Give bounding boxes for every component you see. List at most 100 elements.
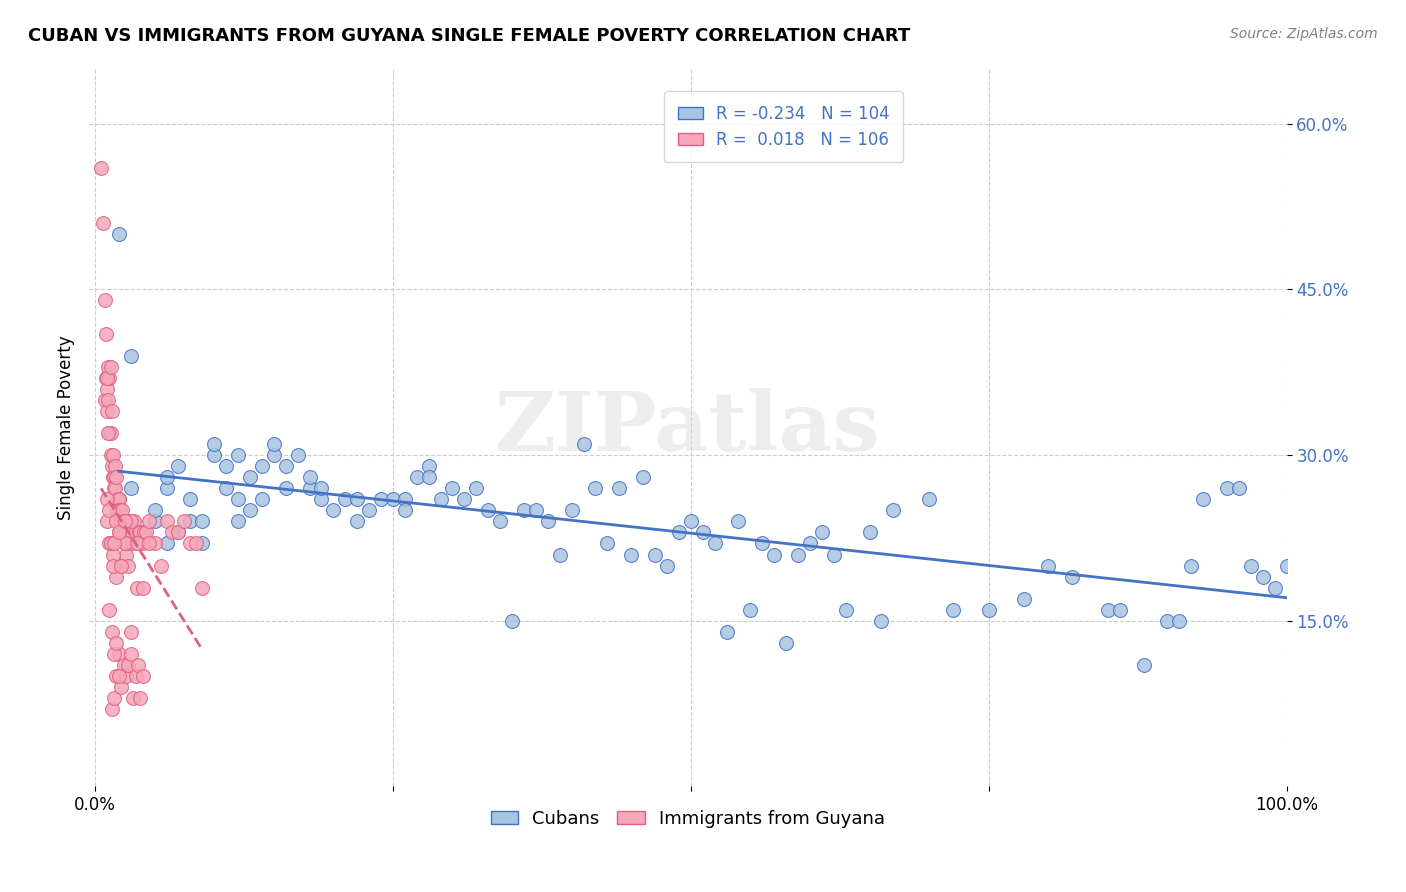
- Point: [96, 371, 118, 385]
- Point: [107, 492, 129, 507]
- Point: [108, 647, 131, 661]
- Point: [108, 669, 131, 683]
- Point: [155, 536, 177, 550]
- Point: [122, 691, 145, 706]
- Point: [870, 614, 893, 628]
- Point: [441, 481, 464, 495]
- Point: [120, 349, 142, 363]
- Point: [173, 515, 195, 529]
- Point: [105, 503, 128, 517]
- Point: [763, 548, 786, 562]
- Point: [882, 503, 904, 517]
- Point: [143, 515, 166, 529]
- Point: [117, 558, 139, 573]
- Point: [607, 481, 630, 495]
- Point: [335, 492, 357, 507]
- Point: [429, 492, 451, 507]
- Point: [287, 448, 309, 462]
- Point: [226, 492, 249, 507]
- Point: [135, 525, 157, 540]
- Point: [108, 503, 131, 517]
- Point: [138, 515, 160, 529]
- Point: [121, 536, 143, 550]
- Point: [918, 492, 941, 507]
- Point: [263, 437, 285, 451]
- Point: [692, 525, 714, 540]
- Point: [98, 371, 121, 385]
- Point: [155, 515, 177, 529]
- Point: [548, 548, 571, 562]
- Point: [1264, 581, 1286, 595]
- Point: [298, 481, 321, 495]
- Point: [125, 536, 148, 550]
- Point: [97, 392, 120, 407]
- Point: [381, 492, 404, 507]
- Point: [108, 515, 131, 529]
- Point: [124, 525, 146, 540]
- Point: [1216, 481, 1239, 495]
- Point: [359, 503, 381, 517]
- Point: [108, 492, 131, 507]
- Legend: Cubans, Immigrants from Guyana: Cubans, Immigrants from Guyana: [484, 803, 893, 835]
- Point: [858, 525, 880, 540]
- Point: [110, 515, 132, 529]
- Point: [96, 382, 118, 396]
- Point: [107, 503, 129, 517]
- Point: [1180, 558, 1202, 573]
- Point: [501, 614, 523, 628]
- Point: [489, 515, 512, 529]
- Point: [120, 515, 142, 529]
- Point: [110, 558, 132, 573]
- Point: [112, 515, 135, 529]
- Point: [125, 581, 148, 595]
- Point: [104, 481, 127, 495]
- Point: [655, 558, 678, 573]
- Point: [97, 425, 120, 440]
- Point: [101, 558, 124, 573]
- Point: [108, 492, 131, 507]
- Point: [751, 536, 773, 550]
- Point: [111, 503, 134, 517]
- Point: [263, 448, 285, 462]
- Point: [115, 536, 138, 550]
- Point: [835, 603, 858, 617]
- Point: [96, 404, 118, 418]
- Point: [143, 503, 166, 517]
- Point: [799, 536, 821, 550]
- Point: [167, 525, 190, 540]
- Point: [1038, 558, 1060, 573]
- Point: [250, 459, 273, 474]
- Point: [105, 636, 128, 650]
- Point: [120, 624, 142, 639]
- Point: [103, 536, 125, 550]
- Point: [117, 515, 139, 529]
- Point: [644, 548, 666, 562]
- Point: [129, 525, 152, 540]
- Point: [1275, 558, 1298, 573]
- Point: [311, 492, 333, 507]
- Point: [727, 515, 749, 529]
- Point: [90, 161, 112, 175]
- Point: [740, 603, 762, 617]
- Point: [679, 515, 702, 529]
- Point: [100, 359, 122, 374]
- Point: [703, 536, 725, 550]
- Point: [787, 548, 810, 562]
- Point: [97, 359, 120, 374]
- Point: [191, 515, 214, 529]
- Point: [98, 425, 121, 440]
- Point: [1156, 614, 1178, 628]
- Point: [977, 603, 1000, 617]
- Point: [1097, 603, 1119, 617]
- Point: [1192, 492, 1215, 507]
- Point: [179, 515, 201, 529]
- Point: [191, 536, 214, 550]
- Point: [346, 492, 368, 507]
- Point: [114, 525, 136, 540]
- Point: [117, 657, 139, 672]
- Point: [114, 536, 136, 550]
- Point: [105, 569, 128, 583]
- Point: [98, 536, 121, 550]
- Point: [112, 657, 135, 672]
- Point: [110, 680, 132, 694]
